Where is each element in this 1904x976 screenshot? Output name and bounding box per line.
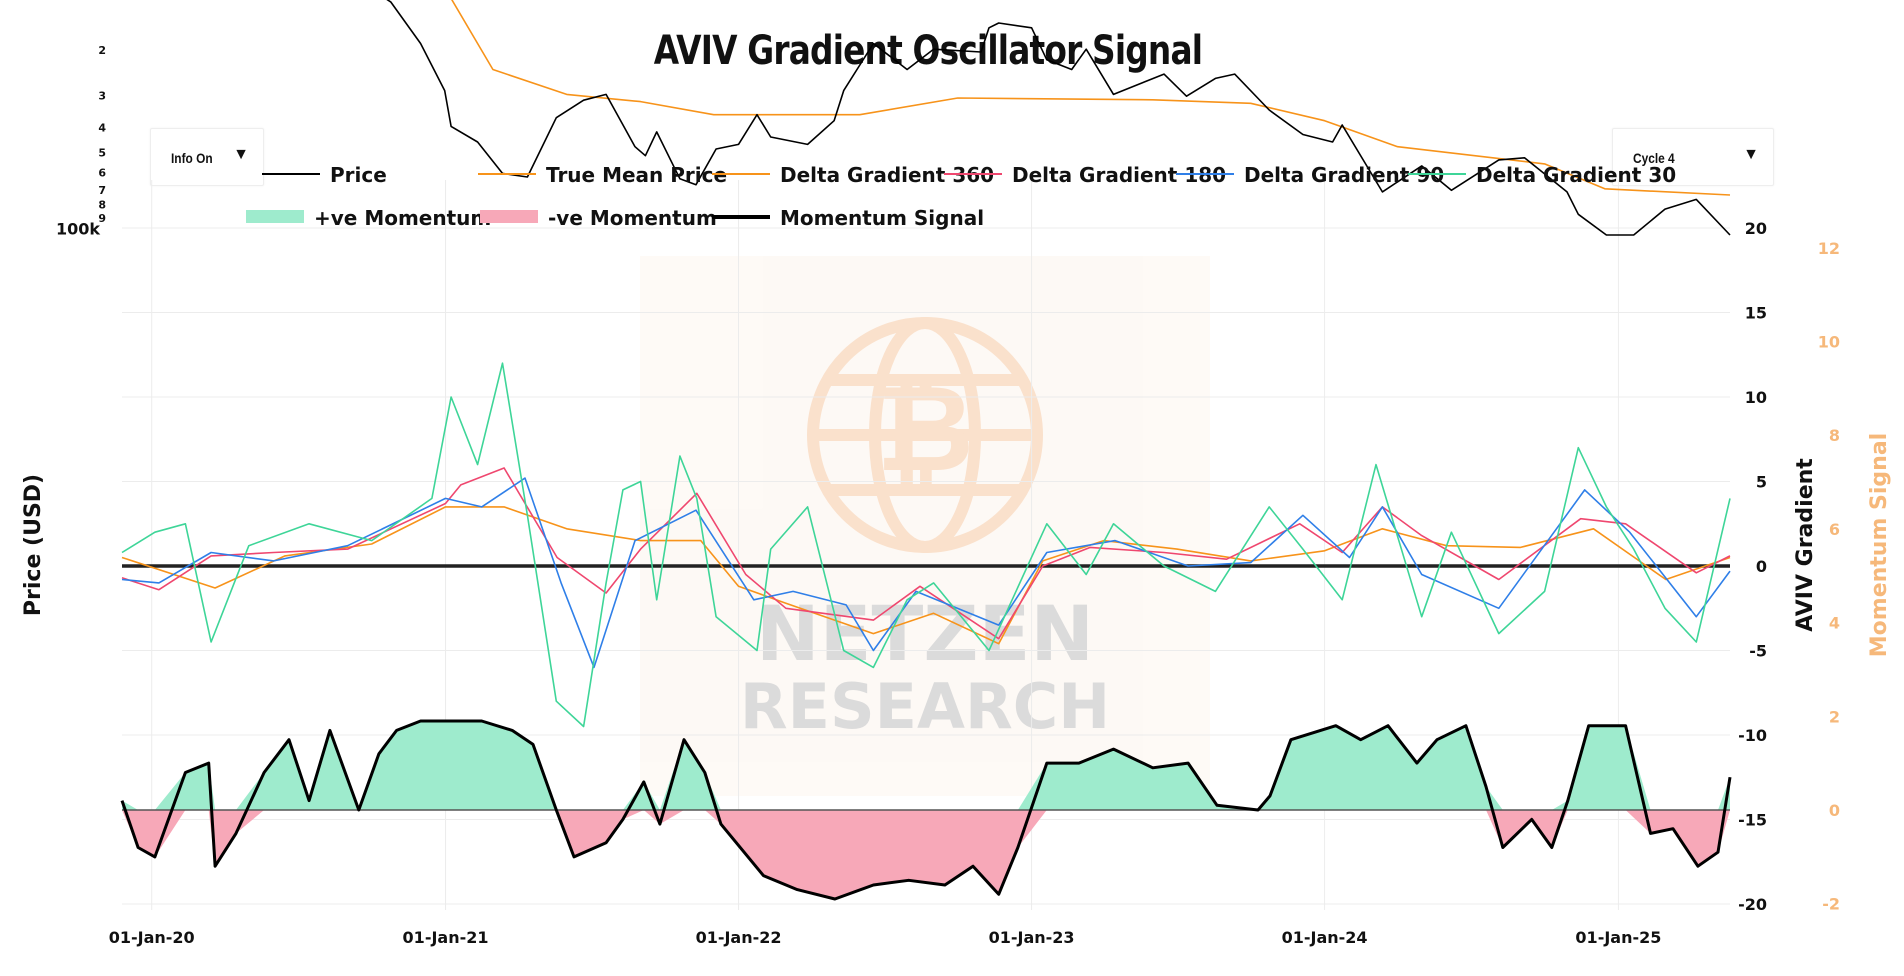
momentum-areas — [122, 721, 1730, 899]
y-left-axis-title: Price (USD) — [21, 474, 46, 616]
price-minor-tick: 3 — [98, 89, 106, 102]
aviv-tick-label: 10 — [1745, 388, 1767, 407]
series-delta-gradient-180 — [121, 467, 1731, 640]
momentum-tick-label: 6 — [1829, 520, 1840, 539]
chevron-down-icon: ▼ — [1743, 146, 1759, 163]
momentum-tick-label: -2 — [1822, 895, 1840, 914]
legend-label: True Mean Price — [546, 163, 727, 187]
series-delta-gradient-30 — [121, 362, 1731, 728]
legend: Price True Mean Price Delta Gradient 360 De… — [246, 163, 1676, 230]
aviv-tick-label: -15 — [1738, 811, 1767, 830]
x-tick-label: 01-Jan-25 — [1575, 928, 1661, 947]
chart-title: AVIV Gradient Oscillator Signal — [653, 28, 1203, 74]
legend-label: -ve Momentum — [548, 206, 717, 230]
x-tick-label: 01-Jan-23 — [989, 928, 1075, 947]
legend-label: Price — [330, 163, 387, 187]
momentum-tick-label: 12 — [1818, 239, 1840, 258]
y-right-axis-title: AVIV Gradient — [1793, 458, 1818, 632]
price-minor-tick: 7 — [98, 184, 106, 197]
aviv-tick-label: -5 — [1749, 642, 1767, 661]
legend-label: +ve Momentum — [314, 206, 491, 230]
aviv-tick-label: 20 — [1745, 219, 1767, 238]
series-price — [386, 0, 1731, 236]
info-dropdown-value: Info On — [171, 150, 213, 166]
momentum-tick-label: 2 — [1829, 707, 1840, 726]
legend-label: Momentum Signal — [780, 206, 984, 230]
watermark-line1: NETZEN — [756, 589, 1094, 678]
aviv-tick-label: 0 — [1756, 557, 1767, 576]
aviv-tick-label: -20 — [1738, 895, 1767, 914]
y-right2-axis-title: Momentum Signal — [1867, 433, 1892, 657]
bitcoin-glyph: ₿ — [876, 360, 974, 499]
axes: 01-Jan-20 01-Jan-21 01-Jan-22 01-Jan-23 01-J… — [21, 44, 1892, 947]
price-minor-tick: 5 — [98, 146, 106, 159]
bitcoin-logo-icon — [807, 317, 1043, 553]
price-minor-tick: 4 — [98, 121, 106, 134]
x-tick-label: 01-Jan-20 — [109, 928, 195, 947]
legend-swatch — [246, 210, 304, 223]
momentum-tick-label: 4 — [1829, 614, 1840, 633]
watermark-line2: RESEARCH — [740, 670, 1110, 743]
momentum-tick-label: 0 — [1829, 801, 1840, 820]
price-minor-tick: 6 — [98, 167, 106, 180]
series-momentum-signal — [120, 719, 1732, 901]
legend-label: Delta Gradient 30 — [1476, 163, 1676, 187]
x-tick-label: 01-Jan-24 — [1282, 928, 1368, 947]
x-tick-label: 01-Jan-22 — [696, 928, 782, 947]
positive-momentum-area — [122, 721, 1730, 810]
price-major-tick: 100k — [56, 220, 100, 239]
chevron-down-icon: ▼ — [233, 146, 249, 163]
cycle-dropdown[interactable]: Cycle 4 ▼ — [1612, 128, 1774, 186]
price-minor-tick: 8 — [98, 199, 106, 212]
watermark: ₿ NETZEN RESEARCH — [640, 256, 1210, 796]
momentum-tick-label: 8 — [1829, 426, 1840, 445]
series-lines — [120, 0, 1732, 901]
negative-momentum-area — [122, 810, 1730, 899]
momentum-tick-label: 10 — [1818, 333, 1840, 352]
x-tick-label: 01-Jan-21 — [403, 928, 489, 947]
aviv-tick-label: 15 — [1745, 304, 1767, 323]
info-dropdown[interactable]: Info On ▼ — [150, 128, 264, 186]
legend-swatch — [480, 210, 538, 223]
series-delta-gradient-90 — [121, 477, 1731, 669]
aviv-tick-label: -10 — [1738, 726, 1767, 745]
price-minor-tick: 9 — [98, 212, 106, 225]
cycle-dropdown-value: Cycle 4 — [1633, 150, 1675, 166]
price-minor-tick: 2 — [98, 44, 106, 57]
series-true-mean-price — [451, 0, 1731, 196]
aviv-tick-label: 5 — [1756, 473, 1767, 492]
